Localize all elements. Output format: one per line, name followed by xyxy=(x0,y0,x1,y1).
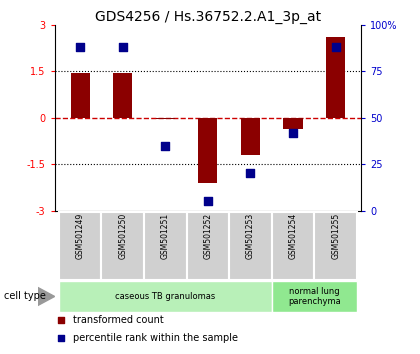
Bar xyxy=(272,212,314,280)
Point xyxy=(205,199,211,204)
Text: GSM501255: GSM501255 xyxy=(331,213,340,259)
Text: cell type: cell type xyxy=(4,291,46,302)
Point xyxy=(58,318,64,323)
Text: GSM501252: GSM501252 xyxy=(203,213,213,259)
Point xyxy=(58,335,64,341)
Point xyxy=(332,44,339,50)
Bar xyxy=(198,118,218,183)
Polygon shape xyxy=(38,287,55,306)
Bar xyxy=(59,281,272,312)
Text: GSM501253: GSM501253 xyxy=(246,213,255,259)
Bar xyxy=(102,212,144,280)
Text: percentile rank within the sample: percentile rank within the sample xyxy=(73,333,238,343)
Bar xyxy=(241,118,260,155)
Bar xyxy=(156,118,175,119)
Bar xyxy=(314,212,357,280)
Point xyxy=(290,130,297,135)
Text: transformed count: transformed count xyxy=(73,315,164,325)
Text: GSM501250: GSM501250 xyxy=(118,213,127,259)
Bar xyxy=(113,73,132,118)
Point xyxy=(119,44,126,50)
Bar xyxy=(326,37,345,118)
Bar xyxy=(59,212,102,280)
Bar xyxy=(71,73,90,118)
Point xyxy=(247,171,254,176)
Bar xyxy=(229,212,272,280)
Text: normal lung
parenchyma: normal lung parenchyma xyxy=(288,287,341,306)
Text: caseous TB granulomas: caseous TB granulomas xyxy=(115,292,215,301)
Text: GSM501254: GSM501254 xyxy=(289,213,297,259)
Bar xyxy=(284,118,303,129)
Text: GSM501251: GSM501251 xyxy=(161,213,170,259)
Title: GDS4256 / Hs.36752.2.A1_3p_at: GDS4256 / Hs.36752.2.A1_3p_at xyxy=(95,10,321,24)
Bar xyxy=(272,281,357,312)
Text: GSM501249: GSM501249 xyxy=(76,213,85,259)
Bar xyxy=(186,212,229,280)
Bar xyxy=(144,212,186,280)
Point xyxy=(77,44,84,50)
Point xyxy=(162,143,169,148)
